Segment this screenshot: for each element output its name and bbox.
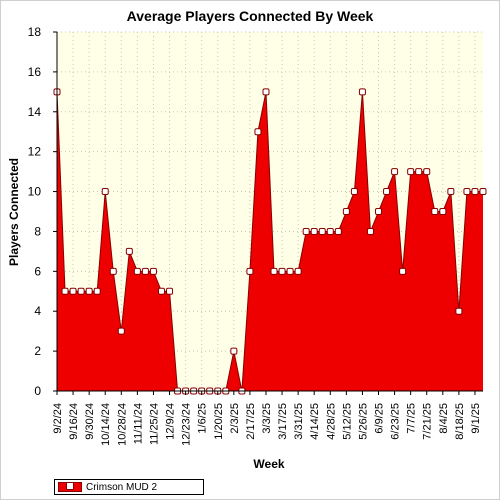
- data-point: [455, 307, 463, 315]
- y-tick-label: 6: [34, 264, 41, 278]
- data-point: [69, 287, 77, 295]
- x-tick-label: 6/23/25: [390, 403, 402, 440]
- x-tick-label: 9/30/24: [84, 403, 96, 440]
- x-tick-label: 3/17/25: [277, 403, 289, 440]
- data-point: [399, 267, 407, 275]
- x-tick-label: 1/6/25: [197, 403, 209, 434]
- y-tick-label: 12: [28, 145, 42, 159]
- legend-swatch: [58, 482, 82, 492]
- x-tick-label: 1/20/25: [213, 403, 225, 440]
- x-tick-label: 8/4/25: [438, 403, 450, 434]
- x-tick-label: 4/14/25: [309, 403, 321, 440]
- data-point: [157, 287, 165, 295]
- data-point: [407, 168, 415, 176]
- y-tick-label: 14: [28, 105, 42, 119]
- data-point: [358, 88, 366, 96]
- data-point: [334, 227, 342, 235]
- data-point: [326, 227, 334, 235]
- data-point: [101, 188, 109, 196]
- x-tick-label: 7/21/25: [422, 403, 434, 440]
- x-axis-label: Week: [253, 457, 285, 471]
- data-point: [310, 227, 318, 235]
- data-point: [77, 287, 85, 295]
- data-point: [133, 267, 141, 275]
- x-tick-label: 6/9/25: [374, 403, 386, 434]
- x-tick-label: 7/7/25: [406, 403, 418, 434]
- legend: Crimson MUD 2: [54, 479, 204, 495]
- x-tick-label: 2/17/25: [245, 403, 257, 440]
- y-tick-label: 8: [34, 224, 41, 238]
- data-point: [85, 287, 93, 295]
- y-tick-label: 4: [34, 304, 41, 318]
- chart-title: Average Players Connected By Week: [126, 8, 374, 24]
- x-tick-label: 5/12/25: [341, 403, 353, 440]
- data-point: [125, 247, 133, 255]
- data-point: [166, 287, 174, 295]
- data-point: [270, 267, 278, 275]
- data-point: [415, 168, 423, 176]
- data-point: [262, 88, 270, 96]
- x-tick-label: 3/31/25: [293, 403, 305, 440]
- x-tick-label: 8/18/25: [454, 403, 466, 440]
- data-point: [366, 227, 374, 235]
- data-point: [439, 208, 447, 215]
- data-point: [318, 227, 326, 235]
- data-point: [383, 188, 391, 196]
- y-tick-label: 10: [28, 185, 42, 199]
- data-point: [350, 188, 358, 196]
- y-tick-label: 0: [34, 384, 41, 398]
- data-point: [149, 267, 157, 275]
- data-point: [117, 327, 125, 335]
- x-tick-label: 11/11/24: [132, 403, 144, 444]
- data-point: [431, 208, 439, 215]
- x-tick-label: 12/9/24: [165, 403, 177, 440]
- x-tick-label: 5/26/25: [357, 403, 369, 440]
- data-point: [479, 188, 487, 196]
- data-point: [302, 227, 310, 235]
- data-point: [423, 168, 431, 176]
- data-point: [286, 267, 294, 275]
- x-tick-label: 9/1/25: [470, 403, 482, 434]
- data-point: [391, 168, 399, 176]
- data-point: [278, 267, 286, 275]
- data-point: [471, 188, 479, 196]
- data-point: [141, 267, 149, 275]
- data-point: [447, 188, 455, 196]
- data-point: [109, 267, 117, 275]
- data-point: [342, 208, 350, 215]
- x-tick-label: 9/2/24: [52, 403, 64, 434]
- legend-label: Crimson MUD 2: [86, 481, 158, 493]
- x-tick-label: 11/25/24: [148, 403, 160, 445]
- data-point: [294, 267, 302, 275]
- x-tick-label: 2/3/25: [229, 403, 241, 434]
- x-tick-label: 9/16/24: [68, 403, 80, 440]
- data-point: [254, 128, 262, 136]
- data-point: [93, 287, 101, 295]
- data-point: [230, 347, 238, 355]
- series-area: [57, 91, 483, 391]
- x-tick-label: 10/14/24: [100, 403, 112, 446]
- x-tick-label: 12/23/24: [181, 403, 193, 446]
- x-tick-label: 10/28/24: [116, 403, 128, 446]
- data-point: [246, 267, 254, 275]
- y-tick-label: 16: [28, 65, 42, 79]
- data-point: [375, 208, 383, 215]
- y-tick-label: 2: [34, 344, 41, 358]
- y-tick-label: 18: [28, 25, 42, 39]
- data-point: [463, 188, 471, 196]
- data-point: [61, 287, 69, 295]
- x-tick-label: 3/3/25: [261, 403, 273, 434]
- x-tick-label: 4/28/25: [325, 403, 337, 440]
